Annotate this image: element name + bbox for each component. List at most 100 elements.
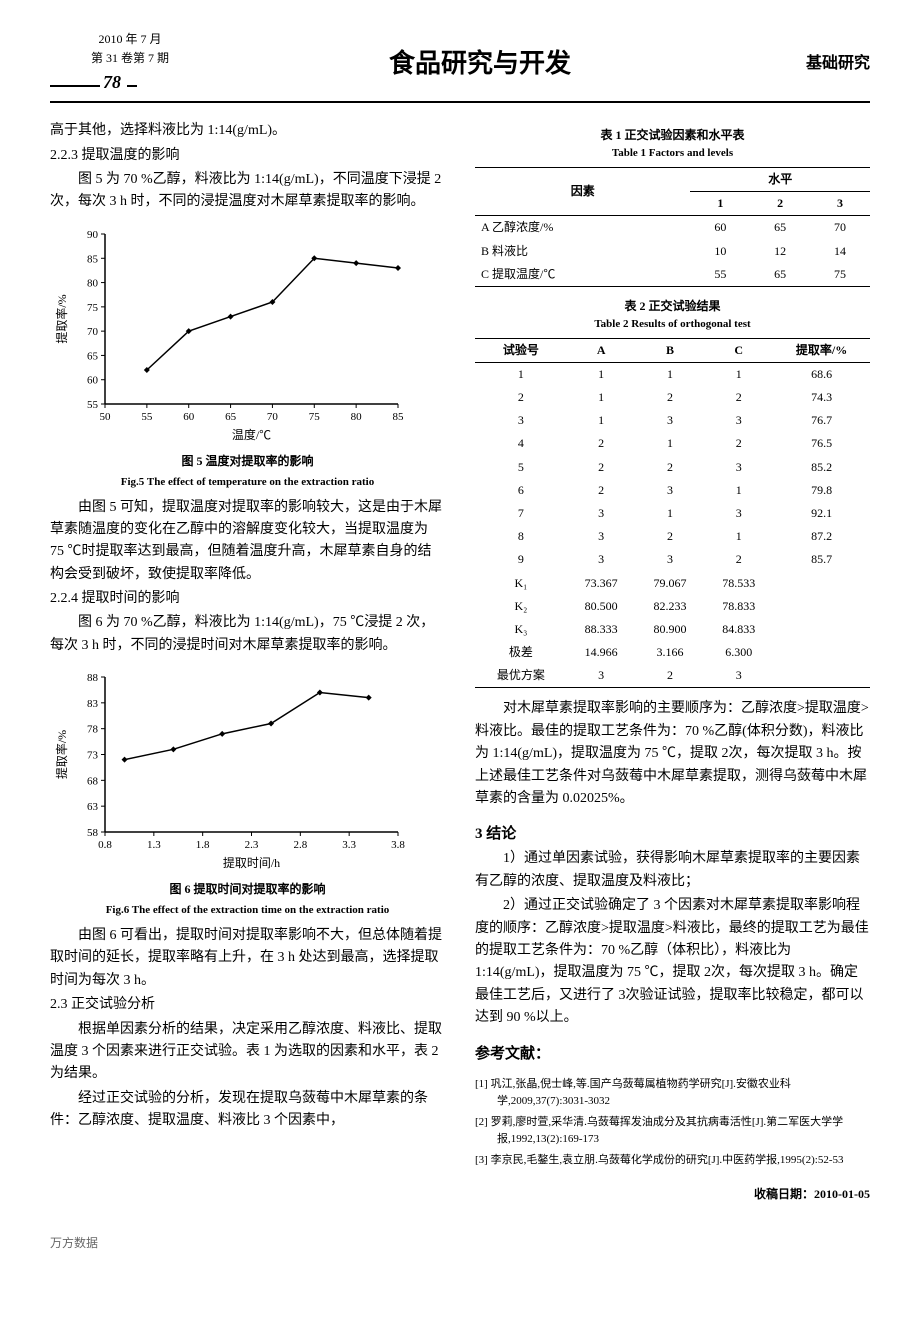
svg-text:75: 75 — [87, 302, 99, 314]
table-row: K₂80.50082.23378.833 — [475, 595, 870, 618]
svg-text:63: 63 — [87, 801, 99, 813]
table-cell: 2 — [567, 479, 636, 502]
table-cell: 74.3 — [773, 386, 870, 409]
chart-6-svg: 586368737883880.81.31.82.32.83.33.8提取时间/… — [50, 667, 410, 877]
table-cell: 14 — [810, 240, 870, 263]
svg-text:温度/℃: 温度/℃ — [232, 427, 271, 442]
fig5-caption-cn: 图 5 温度对提取率的影响 — [50, 452, 445, 471]
th-level: 水平 — [690, 167, 870, 191]
table-row: 最优方案323 — [475, 664, 870, 688]
svg-text:3.3: 3.3 — [342, 839, 356, 851]
table-row: 832187.2 — [475, 525, 870, 548]
table-cell: 2 — [636, 525, 705, 548]
page-number: 78 — [103, 72, 121, 92]
svg-text:提取率/%: 提取率/% — [54, 294, 69, 343]
table-cell: 1 — [567, 386, 636, 409]
svg-text:60: 60 — [87, 374, 99, 386]
table-cell: 92.1 — [773, 502, 870, 525]
table-cell: 3 — [636, 548, 705, 571]
table-cell: 2 — [636, 664, 705, 688]
table-cell — [773, 572, 870, 595]
table-cell: 55 — [690, 263, 750, 287]
table-cell: 70 — [810, 216, 870, 240]
header-date: 2010 年 7 月 — [50, 30, 210, 49]
table-cell: 3 — [475, 409, 567, 432]
th: A — [567, 338, 636, 362]
table-cell: 65 — [750, 263, 810, 287]
table-cell: C 提取温度/℃ — [475, 263, 690, 287]
header-issue: 2010 年 7 月 第 31 卷第 7 期 78 — [50, 30, 210, 97]
th-level-col: 1 — [690, 192, 750, 216]
section-23: 2.3 正交试验分析 — [50, 994, 445, 1016]
section-223: 2.2.3 提取温度的影响 — [50, 145, 445, 167]
figure-5: 55606570758085905055606570758085温度/℃提取率/… — [50, 224, 445, 492]
svg-text:80: 80 — [87, 277, 99, 289]
table-cell: 78.833 — [704, 595, 773, 618]
table-cell: 1 — [636, 432, 705, 455]
table-cell: 2 — [475, 386, 567, 409]
table-cell: 10 — [690, 240, 750, 263]
left-column: 高于其他，选择料液比为 1:14(g/mL)。 2.2.3 提取温度的影响 图 … — [50, 118, 445, 1204]
svg-text:88: 88 — [87, 672, 99, 684]
table-cell: 8 — [475, 525, 567, 548]
table-cell: 1 — [704, 479, 773, 502]
section-224: 2.2.4 提取时间的影响 — [50, 588, 445, 610]
header-volume: 第 31 卷第 7 期 — [50, 49, 210, 68]
svg-text:73: 73 — [87, 750, 99, 762]
table-cell: 78.533 — [704, 572, 773, 595]
table-cell: 76.7 — [773, 409, 870, 432]
table-cell: 3 — [567, 525, 636, 548]
table2-title-en: Table 2 Results of orthogonal test — [475, 316, 870, 334]
svg-text:55: 55 — [141, 411, 153, 423]
table-cell: 79.067 — [636, 572, 705, 595]
svg-text:90: 90 — [87, 229, 99, 241]
para: 经过正交试验的分析，发现在提取乌蔹莓中木犀草素的条件：乙醇浓度、提取温度、料液比… — [50, 1088, 445, 1133]
reference-item: [2] 罗莉,廖时萱,采华清.乌蔹莓挥发油成分及其抗病毒活性[J].第二军医大学… — [475, 1114, 870, 1149]
svg-text:70: 70 — [267, 411, 279, 423]
svg-text:50: 50 — [100, 411, 112, 423]
table-cell: 88.333 — [567, 618, 636, 641]
th: B — [636, 338, 705, 362]
table-cell: 84.833 — [704, 618, 773, 641]
table-row: K₁73.36779.06778.533 — [475, 572, 870, 595]
table-row: 421276.5 — [475, 432, 870, 455]
table-2: 试验号ABC提取率/% 111168.6212274.3313376.74212… — [475, 338, 870, 689]
table-row: 极差14.9663.1666.300 — [475, 641, 870, 664]
table-cell: 80.900 — [636, 618, 705, 641]
table-cell: 80.500 — [567, 595, 636, 618]
table1-title-cn: 表 1 正交试验因素和水平表 — [475, 126, 870, 145]
fig6-caption-cn: 图 6 提取时间对提取率的影响 — [50, 880, 445, 899]
para: 高于其他，选择料液比为 1:14(g/mL)。 — [50, 120, 445, 142]
table-cell: 75 — [810, 263, 870, 287]
table-cell: K₃ — [475, 618, 567, 641]
para: 图 5 为 70 %乙醇，料液比为 1:14(g/mL)，不同温度下浸提 2 次… — [50, 169, 445, 214]
table-cell: 2 — [567, 456, 636, 479]
svg-text:83: 83 — [87, 698, 99, 710]
table-cell: 6 — [475, 479, 567, 502]
table-row: 522385.2 — [475, 456, 870, 479]
svg-text:78: 78 — [87, 724, 99, 736]
table-cell: 6.300 — [704, 641, 773, 664]
svg-text:2.3: 2.3 — [245, 839, 259, 851]
table-row: 111168.6 — [475, 362, 870, 386]
table-cell: 4 — [475, 432, 567, 455]
th-level-col: 3 — [810, 192, 870, 216]
table-cell: 极差 — [475, 641, 567, 664]
table-row: K₃88.33380.90084.833 — [475, 618, 870, 641]
page-header: 2010 年 7 月 第 31 卷第 7 期 78 食品研究与开发 基础研究 — [50, 30, 870, 103]
table-cell: K₁ — [475, 572, 567, 595]
table-cell: 3 — [636, 479, 705, 502]
conclusion-2: 2）通过正交试验确定了 3 个因素对木犀草素提取率影响程度的顺序：乙醇浓度>提取… — [475, 895, 870, 1029]
footer-source: 万方数据 — [50, 1234, 870, 1253]
th: 提取率/% — [773, 338, 870, 362]
table-cell: 2 — [704, 386, 773, 409]
table-cell: 3 — [704, 664, 773, 688]
svg-text:55: 55 — [87, 399, 99, 411]
svg-text:3.8: 3.8 — [391, 839, 405, 851]
table-cell: 3.166 — [636, 641, 705, 664]
table-cell: 3 — [567, 548, 636, 571]
journal-title: 食品研究与开发 — [210, 43, 750, 85]
reference-item: [1] 巩江,张晶,倪士峰,等.国产乌蔹莓属植物药学研究[J].安徽农业科学,2… — [475, 1076, 870, 1111]
right-column: 表 1 正交试验因素和水平表 Table 1 Factors and level… — [475, 118, 870, 1204]
table-cell: 65 — [750, 216, 810, 240]
